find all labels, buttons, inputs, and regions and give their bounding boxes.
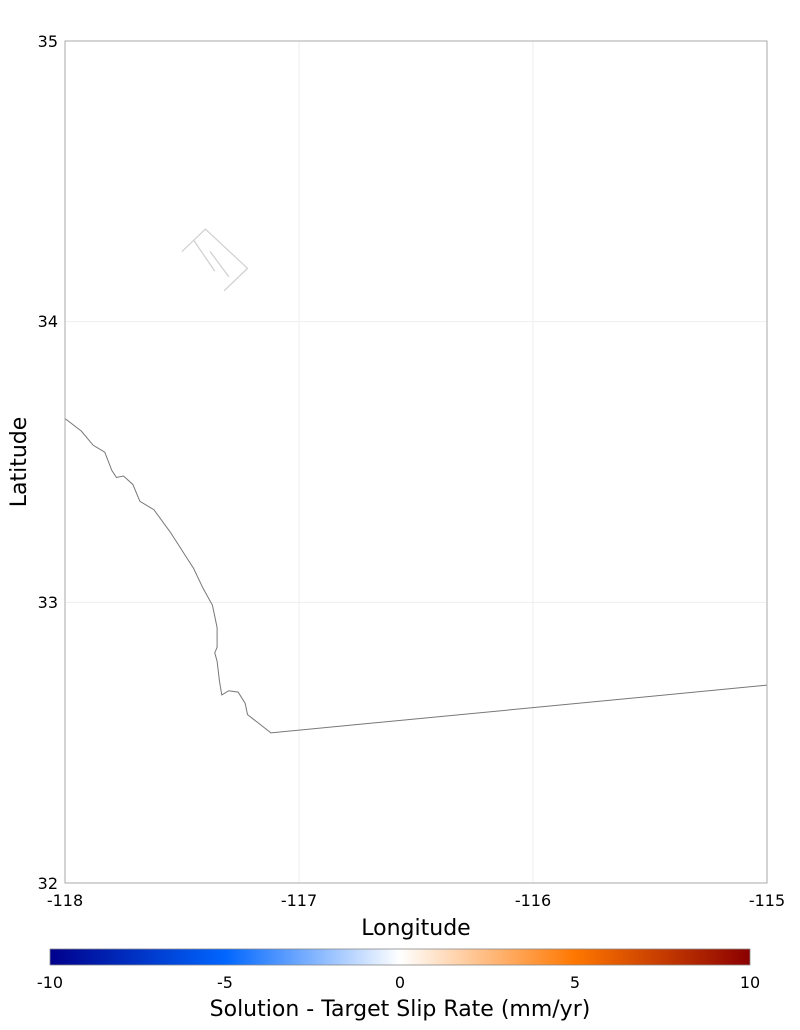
colorbar-tick-label: 5	[570, 973, 580, 992]
fault-traces	[181, 228, 249, 292]
colorbar-title: Solution - Target Slip Rate (mm/yr)	[210, 997, 591, 1022]
fault-trace	[209, 251, 230, 278]
colorbar-tick-label: 0	[395, 973, 405, 992]
colorbar-tick-label: -5	[217, 973, 233, 992]
x-tick-label: -118	[47, 891, 83, 910]
colorbar-tick-label: -10	[37, 973, 63, 992]
y-tick-label: 33	[38, 593, 58, 612]
x-tick-label: -115	[749, 891, 785, 910]
x-tick-label: -117	[281, 891, 317, 910]
y-tick-label: 35	[38, 32, 58, 51]
fault-trace	[181, 228, 249, 292]
colorbar	[49, 948, 751, 966]
grid-lines	[64, 40, 768, 884]
map-frame	[64, 40, 768, 884]
colorbar-tick-label: 10	[740, 973, 760, 992]
y-tick-label: 34	[38, 312, 58, 331]
x-axis-title: Longitude	[361, 916, 470, 941]
y-axis-title: Latitude	[7, 417, 32, 508]
fault-trace	[193, 239, 216, 272]
coastline-border	[65, 418, 767, 734]
x-tick-label: -116	[515, 891, 551, 910]
y-tick-label: 32	[38, 874, 58, 893]
